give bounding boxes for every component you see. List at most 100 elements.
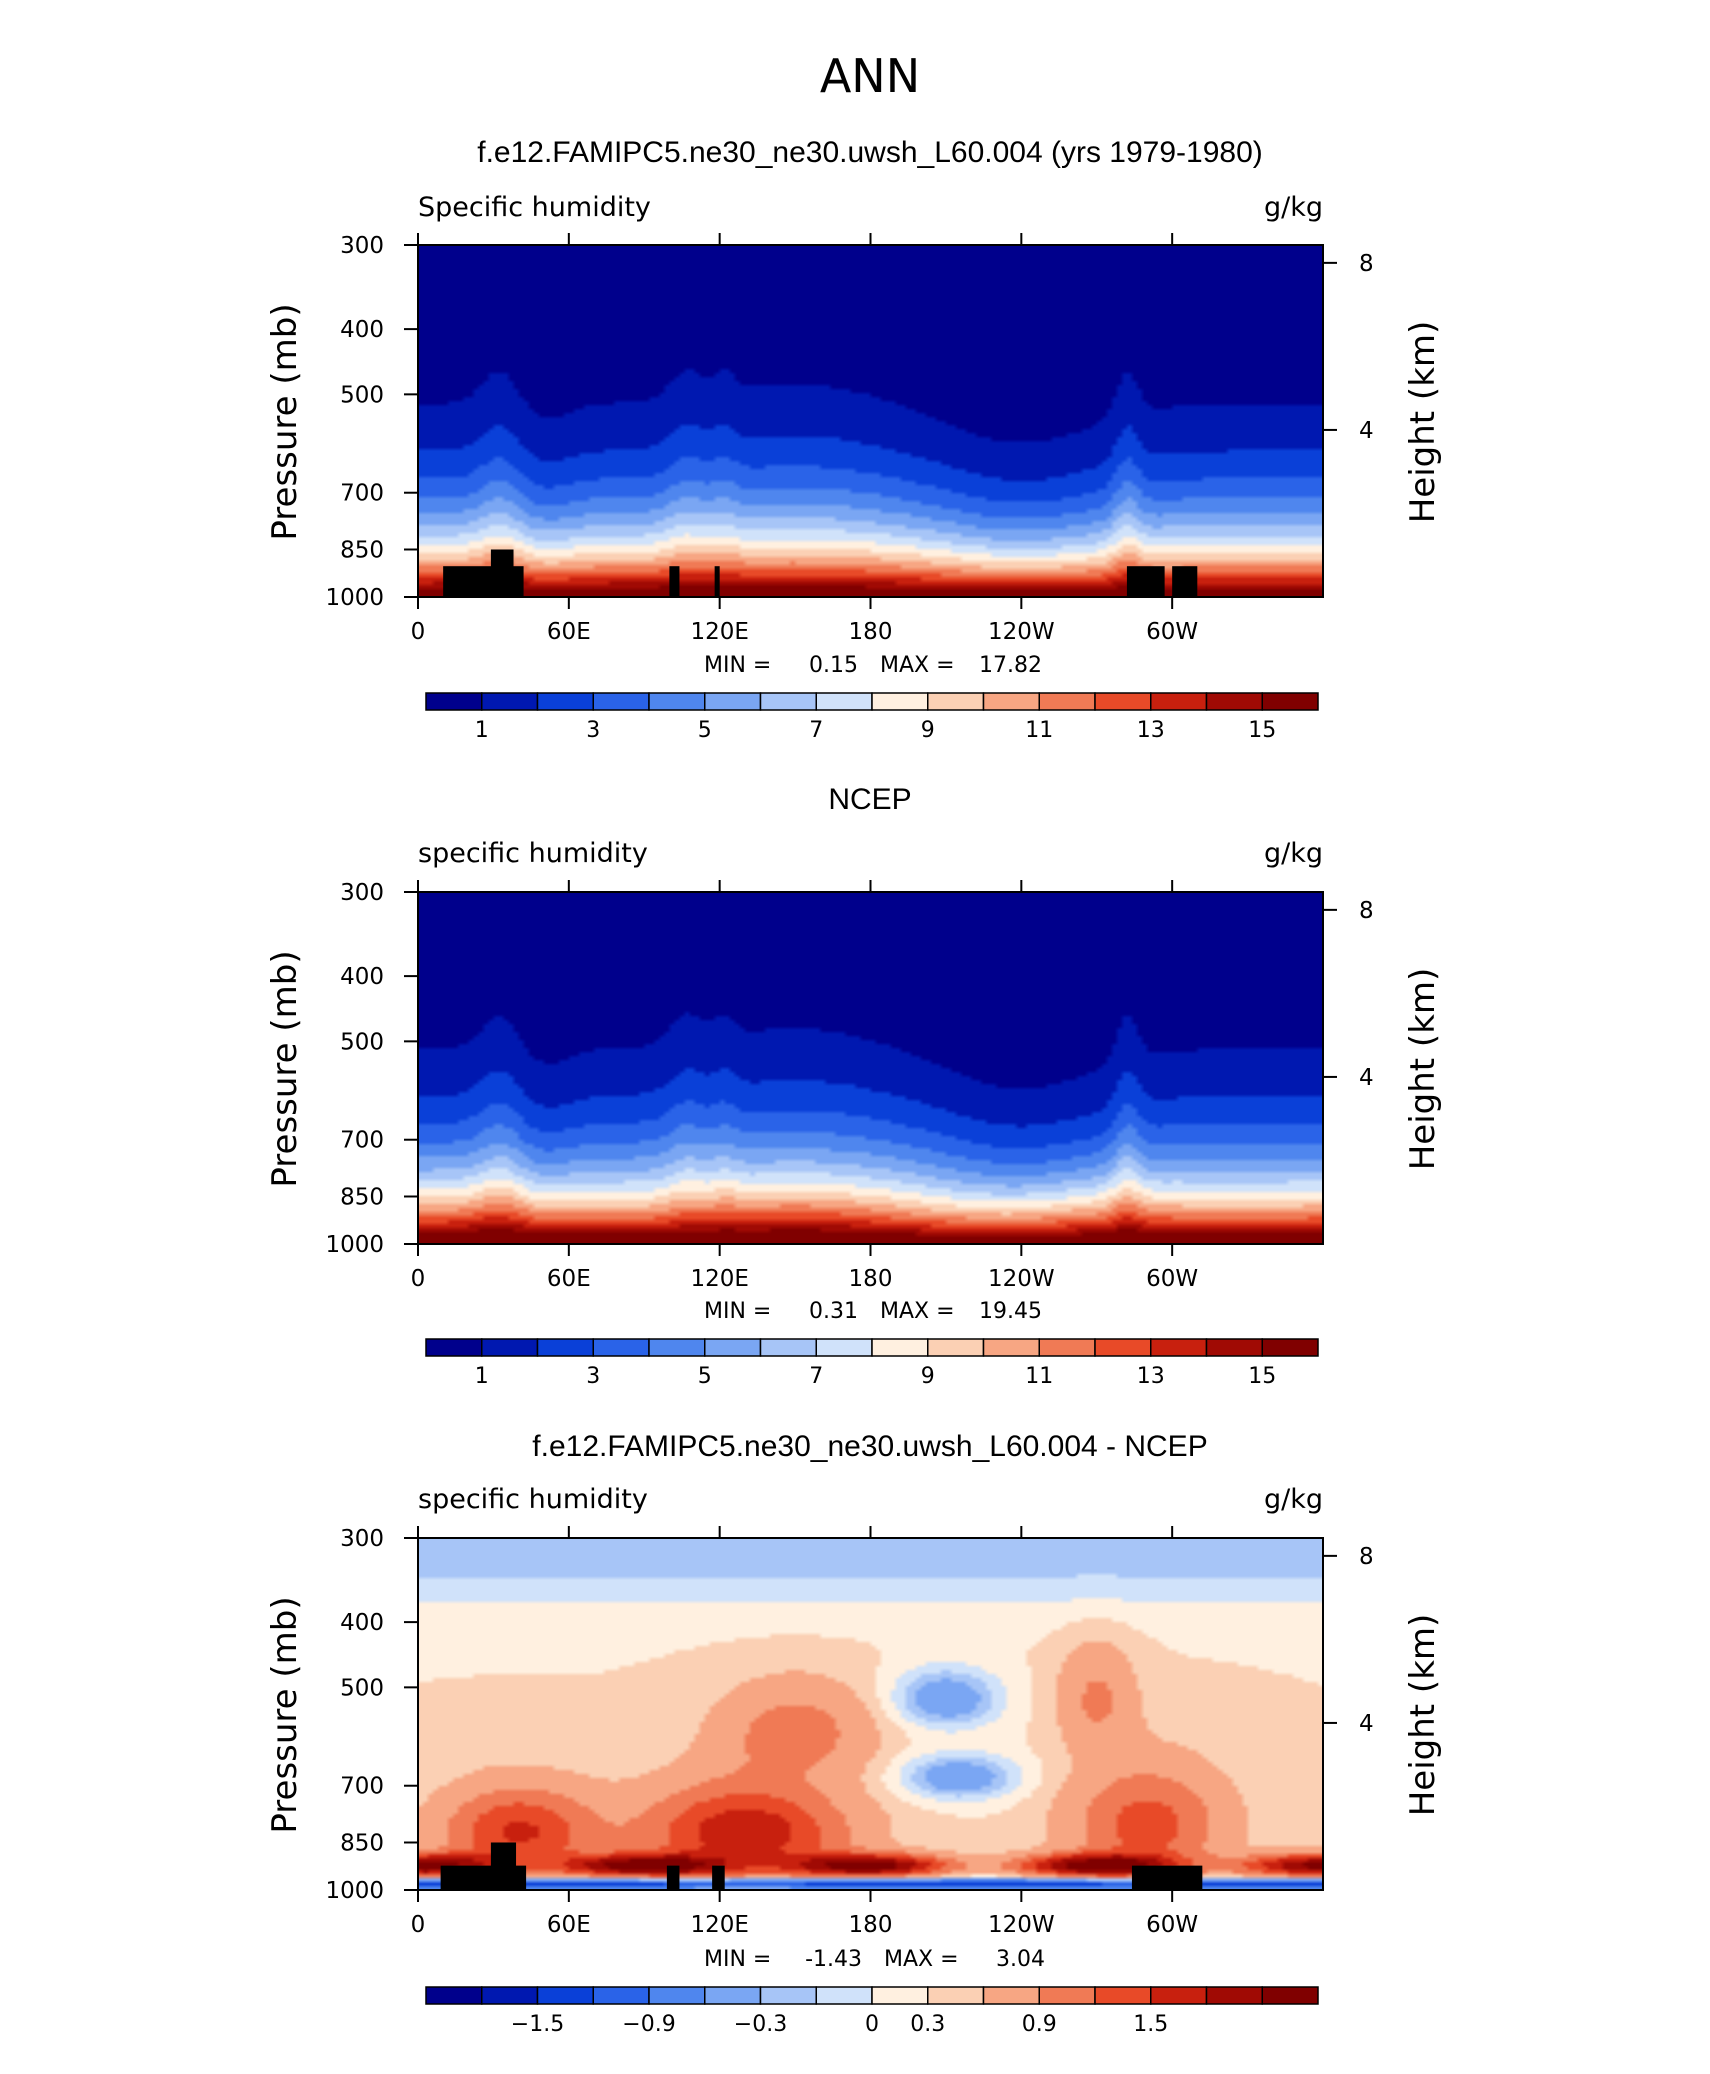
colorbar-label: −0.9 [622, 2012, 675, 2037]
colorbar-swatch [1261, 1986, 1319, 2005]
panel-ncep: NCEP specific humidity g/kg Pressure (mb… [265, 783, 1443, 1389]
x-tick-label: 180 [849, 619, 893, 645]
colorbar-swatch [815, 1986, 873, 2005]
colorbar-swatch [1205, 1986, 1263, 2005]
y-tick-label: 500 [340, 1675, 384, 1701]
panel-right-label: g/kg [1264, 838, 1323, 869]
x-tick-label: 60W [1146, 1266, 1198, 1292]
max-value: 19.45 [979, 1299, 1042, 1324]
min-label: MIN = [704, 1947, 771, 1972]
max-label: MAX = [884, 1947, 959, 1972]
colorbar-swatch [927, 1338, 985, 1357]
colorbar-swatch [592, 1338, 650, 1357]
colorbar-label: 1 [475, 1364, 489, 1389]
colorbar-swatch [425, 1986, 483, 2005]
terrain-mask [1131, 1865, 1203, 1890]
x-tick-label: 60W [1146, 619, 1198, 645]
colorbar-swatch [1150, 1338, 1208, 1357]
y-tick-label: 300 [340, 1526, 384, 1552]
colorbar-swatch [982, 1338, 1040, 1357]
colorbar-swatch [425, 1338, 483, 1357]
y2-axis-label: Height (km) [1403, 321, 1443, 524]
colorbar-label: 11 [1025, 718, 1053, 743]
colorbar-swatch [815, 1338, 873, 1357]
y-tick-label: 500 [340, 382, 384, 408]
terrain-mask [1172, 566, 1198, 597]
x-tick-label: 0 [411, 619, 426, 645]
panel-left-label: specific humidity [418, 838, 648, 869]
colorbar-swatch [1150, 692, 1208, 711]
colorbar-swatch [1094, 692, 1152, 711]
colorbar-label: 3 [586, 1364, 600, 1389]
y2-axis-label: Height (km) [1403, 968, 1443, 1171]
colorbar-label: 7 [809, 718, 823, 743]
x-tick-label: 180 [849, 1266, 893, 1292]
colorbar-label: 0.9 [1022, 2012, 1057, 2037]
colorbar-swatch [1261, 1338, 1319, 1357]
y-tick-label: 300 [340, 233, 384, 259]
x-tick-label: 120W [988, 1912, 1055, 1938]
panel-title: f.e12.FAMIPC5.ne30_ne30.uwsh_L60.004 (yr… [477, 136, 1263, 169]
terrain-mask [712, 1865, 725, 1890]
y-tick-label: 400 [340, 317, 384, 343]
terrain-mask [490, 1842, 517, 1890]
panel-title: NCEP [828, 783, 911, 816]
x-tick-label: 60W [1146, 1912, 1198, 1938]
panel-right-label: g/kg [1264, 1484, 1323, 1515]
panel-difference: f.e12.FAMIPC5.ne30_ne30.uwsh_L60.004 - N… [265, 1430, 1443, 2037]
colorbar-swatch [481, 1986, 539, 2005]
y-tick-label: 850 [340, 537, 384, 563]
x-tick-label: 120W [988, 1266, 1055, 1292]
colorbar-swatch [1205, 692, 1263, 711]
contour-field [418, 245, 1323, 597]
colorbar-swatch [481, 692, 539, 711]
y-tick-label: 1000 [325, 585, 384, 611]
colorbar-swatch [871, 1338, 929, 1357]
colorbar-swatch [648, 1986, 706, 2005]
figure-title: ANN [820, 49, 920, 103]
y2-tick-label: 4 [1359, 1711, 1374, 1737]
colorbar-label: −0.3 [734, 2012, 787, 2037]
min-value: -1.43 [805, 1947, 862, 1972]
max-label: MAX = [880, 1299, 955, 1324]
colorbar-swatch [1038, 692, 1096, 711]
terrain-mask [669, 566, 680, 597]
colorbar-label: 1 [475, 718, 489, 743]
colorbar-swatch [1261, 692, 1319, 711]
colorbar-swatch [592, 692, 650, 711]
colorbar-label: 5 [698, 1364, 712, 1389]
x-tick-label: 0 [411, 1266, 426, 1292]
colorbar-label: −1.5 [511, 2012, 564, 2037]
x-tick-label: 60E [547, 1266, 591, 1292]
colorbar-swatch [927, 692, 985, 711]
y-tick-label: 300 [340, 880, 384, 906]
panel-title: f.e12.FAMIPC5.ne30_ne30.uwsh_L60.004 - N… [532, 1430, 1207, 1463]
y-tick-label: 1000 [325, 1232, 384, 1258]
colorbar-label: 13 [1137, 1364, 1165, 1389]
colorbar-label: 15 [1248, 1364, 1276, 1389]
panel-left-label: specific humidity [418, 1484, 648, 1515]
colorbar-swatch [982, 1986, 1040, 2005]
colorbar-swatch [536, 692, 594, 711]
y2-tick-label: 8 [1359, 898, 1374, 924]
y-tick-label: 400 [340, 964, 384, 990]
colorbar-swatch [425, 692, 483, 711]
colorbar-swatch [927, 1986, 985, 2005]
colorbar-swatch [759, 1986, 817, 2005]
y-tick-label: 400 [340, 1610, 384, 1636]
colorbar-swatch [1038, 1338, 1096, 1357]
colorbar-swatch [1150, 1986, 1208, 2005]
y2-tick-label: 8 [1359, 251, 1374, 277]
colorbar-swatch [704, 1338, 762, 1357]
colorbar-label: 1.5 [1133, 2012, 1168, 2037]
y2-tick-label: 8 [1359, 1544, 1374, 1570]
y-axis-label: Pressure (mb) [265, 303, 305, 540]
panel-right-label: g/kg [1264, 192, 1323, 223]
y-axis-label: Pressure (mb) [265, 1596, 305, 1833]
y-tick-label: 850 [340, 1184, 384, 1210]
colorbar-swatch [871, 1986, 929, 2005]
colorbar-swatch [871, 692, 929, 711]
colorbar-swatch [704, 692, 762, 711]
colorbar-swatch [1094, 1986, 1152, 2005]
colorbar-label: 9 [921, 718, 935, 743]
